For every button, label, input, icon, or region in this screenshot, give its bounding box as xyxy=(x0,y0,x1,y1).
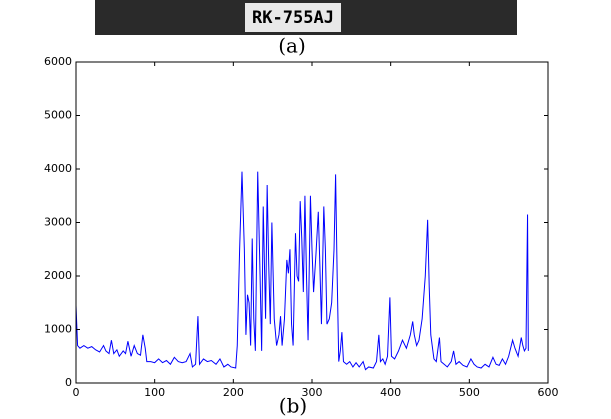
caption: (b) xyxy=(279,394,307,418)
plate-text: RK-755AJ xyxy=(252,8,334,28)
y-tick-label: 0 xyxy=(65,376,72,389)
axes-frame xyxy=(75,61,549,384)
x-tick-label: 400 xyxy=(380,386,401,399)
x-tick-label: 300 xyxy=(302,386,323,399)
x-tick-label: 200 xyxy=(223,386,244,399)
x-tick-label: 0 xyxy=(73,386,80,399)
plate-region xyxy=(245,3,341,32)
caption: (a) xyxy=(278,34,306,58)
data-line xyxy=(75,171,529,371)
y-tick-label: 3000 xyxy=(44,216,72,229)
y-tick-label: 5000 xyxy=(44,109,72,122)
x-tick-label: 500 xyxy=(459,386,480,399)
y-tick-label: 2000 xyxy=(44,269,72,282)
x-tick-label: 100 xyxy=(144,386,165,399)
x-tick-label: 600 xyxy=(538,386,559,399)
y-tick-label: 1000 xyxy=(44,323,72,336)
y-tick-label: 4000 xyxy=(44,162,72,175)
y-tick-label: 6000 xyxy=(44,55,72,68)
